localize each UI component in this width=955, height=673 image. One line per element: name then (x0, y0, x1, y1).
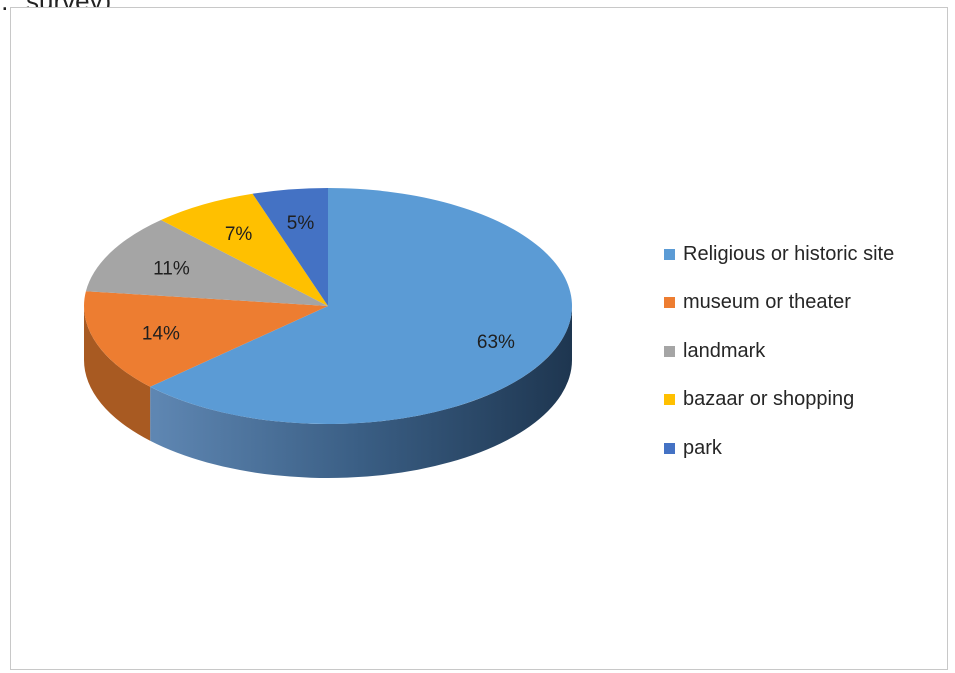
legend-swatch (664, 442, 675, 454)
legend-swatch (664, 297, 675, 309)
legend-item: museum or theater (664, 279, 949, 328)
legend-label: museum or theater (683, 291, 851, 314)
legend-label: landmark (683, 339, 766, 362)
legend-swatch (664, 345, 675, 357)
legend-item: park (664, 424, 949, 473)
pie-side-layer (84, 306, 572, 478)
pie-slice (150, 188, 572, 425)
pie-data-label: 7% (225, 224, 253, 245)
pie-data-label: 63% (477, 332, 515, 353)
legend-item: bazaar or shopping (664, 376, 949, 425)
pie-slice (160, 193, 328, 306)
legend-label: Religious or historic site (683, 242, 895, 265)
legend-label: park (683, 436, 722, 459)
pie-slice (85, 219, 328, 306)
legend-swatch (664, 394, 675, 406)
legend: Religious or historic site museum or the… (664, 230, 949, 473)
legend-item: landmark (664, 327, 949, 376)
pie-slice-side (150, 306, 572, 478)
pie-slice-side (84, 306, 151, 441)
pie-label-layer: 63% 14% 11% 7% 5% (142, 213, 515, 353)
pie-top-layer (84, 188, 572, 425)
pie-slice (252, 188, 328, 306)
legend-item: Religious or historic site (664, 230, 949, 279)
pie-data-label: 5% (287, 213, 315, 234)
pie-data-label: 11% (153, 258, 190, 279)
pie-slice (84, 291, 328, 387)
legend-label: bazaar or shopping (683, 388, 855, 411)
legend-swatch (664, 248, 675, 260)
pie-data-label: 14% (142, 323, 180, 344)
